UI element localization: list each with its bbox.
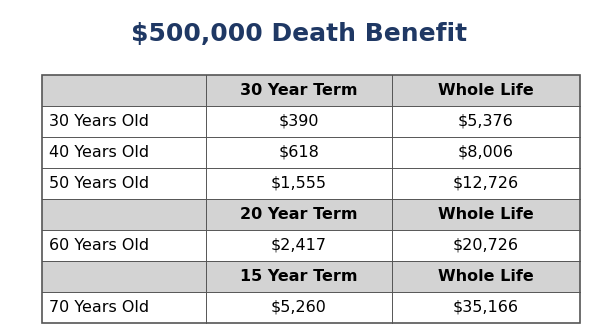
Text: $12,726: $12,726 bbox=[453, 176, 519, 191]
Text: 70 Years Old: 70 Years Old bbox=[49, 300, 149, 315]
Text: Whole Life: Whole Life bbox=[438, 269, 534, 284]
Text: Whole Life: Whole Life bbox=[438, 83, 534, 98]
Text: $20,726: $20,726 bbox=[453, 238, 519, 253]
Text: $8,006: $8,006 bbox=[458, 145, 514, 160]
Text: 30 Year Term: 30 Year Term bbox=[240, 83, 358, 98]
Text: $5,260: $5,260 bbox=[271, 300, 327, 315]
Text: $500,000 Death Benefit: $500,000 Death Benefit bbox=[131, 22, 467, 46]
Text: $390: $390 bbox=[279, 114, 319, 129]
Text: 60 Years Old: 60 Years Old bbox=[49, 238, 149, 253]
Text: $1,555: $1,555 bbox=[271, 176, 327, 191]
Text: 15 Year Term: 15 Year Term bbox=[240, 269, 358, 284]
Text: Whole Life: Whole Life bbox=[438, 207, 534, 222]
Text: 40 Years Old: 40 Years Old bbox=[49, 145, 149, 160]
Text: $618: $618 bbox=[279, 145, 319, 160]
Text: $5,376: $5,376 bbox=[458, 114, 514, 129]
Text: 20 Year Term: 20 Year Term bbox=[240, 207, 358, 222]
Text: $2,417: $2,417 bbox=[271, 238, 327, 253]
Text: 50 Years Old: 50 Years Old bbox=[49, 176, 149, 191]
Text: $35,166: $35,166 bbox=[453, 300, 519, 315]
Text: 30 Years Old: 30 Years Old bbox=[49, 114, 149, 129]
